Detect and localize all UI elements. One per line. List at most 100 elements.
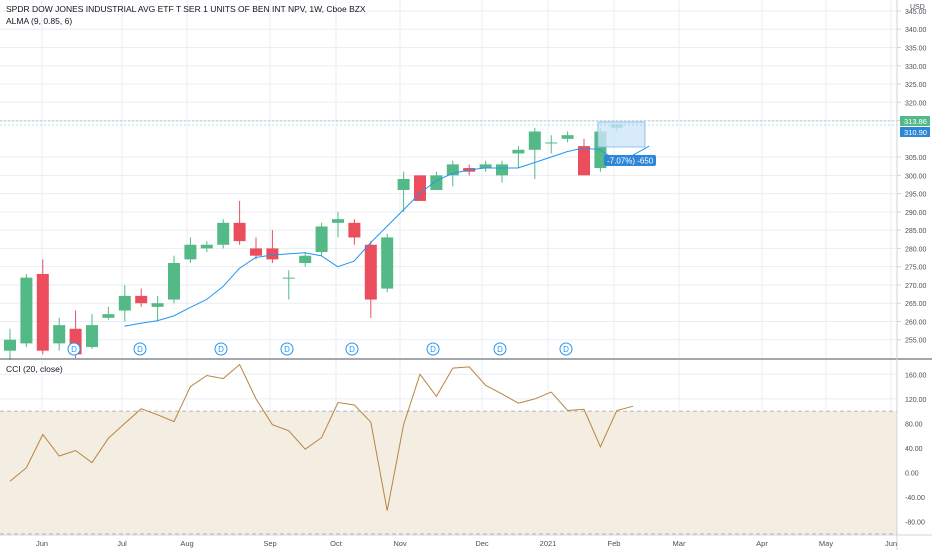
cci-tick-label: -40.00 bbox=[905, 495, 925, 502]
price-tick-label: 270.00 bbox=[905, 283, 927, 290]
price-tick-label: 320.00 bbox=[905, 100, 927, 107]
candle-body bbox=[364, 244, 377, 300]
time-tick-label: Feb bbox=[608, 539, 621, 548]
dividend-marker bbox=[280, 342, 294, 356]
candle-body bbox=[36, 273, 49, 351]
price-tick-label: 280.00 bbox=[905, 246, 927, 253]
cci-tick-label: 120.00 bbox=[905, 397, 927, 404]
candle-body bbox=[86, 325, 98, 348]
cci-tick-label: 0.00 bbox=[905, 471, 919, 478]
time-tick-label: Nov bbox=[393, 539, 407, 548]
candle-body bbox=[397, 179, 410, 190]
price-tick-label: 285.00 bbox=[905, 228, 927, 235]
candle-body bbox=[53, 325, 66, 344]
dividend-marker-text: D bbox=[218, 345, 224, 354]
price-tick-label: 325.00 bbox=[905, 82, 927, 89]
dividend-marker-text: D bbox=[71, 345, 77, 354]
cci-band bbox=[0, 411, 897, 534]
candle-body bbox=[4, 339, 16, 351]
dividend-marker bbox=[426, 342, 440, 356]
candle-body bbox=[578, 146, 590, 176]
candle-body bbox=[135, 295, 148, 304]
dividend-marker-text: D bbox=[563, 345, 569, 354]
dividend-marker-text: D bbox=[497, 345, 503, 354]
candle-body bbox=[151, 303, 164, 307]
symbol-title[interactable]: SPDR DOW JONES INDUSTRIAL AVG ETF T SER … bbox=[6, 4, 366, 14]
price-tick-label: 300.00 bbox=[905, 173, 927, 180]
price-axis[interactable]: 345.00340.00335.00330.00325.00320.00315.… bbox=[897, 9, 927, 345]
alma-legend[interactable]: ALMA (9, 0.85, 6) bbox=[6, 16, 72, 26]
ref-price-tag bbox=[900, 127, 930, 137]
position-box[interactable] bbox=[597, 121, 646, 148]
time-tick-label: Jul bbox=[117, 539, 127, 548]
candle-body bbox=[233, 222, 246, 242]
candle-body bbox=[446, 164, 459, 176]
candle-body bbox=[528, 131, 541, 150]
candle-body bbox=[102, 314, 115, 318]
dividend-marker-text: D bbox=[137, 345, 143, 354]
dividend-marker-text: D bbox=[284, 345, 290, 354]
candle-body bbox=[512, 149, 525, 154]
candle-body bbox=[266, 248, 279, 260]
currency-label: USD bbox=[910, 4, 925, 11]
time-tick-label: Mar bbox=[673, 539, 686, 548]
cci-axis[interactable]: 160.00 120.00 80.00 40.00 0.00 -40.00 -80.00 bbox=[905, 372, 927, 526]
candle-body bbox=[250, 248, 262, 256]
price-tick-label: 330.00 bbox=[905, 64, 927, 71]
dividend-marker-text: D bbox=[349, 345, 355, 354]
price-tick-label: 335.00 bbox=[905, 45, 927, 52]
candle-body bbox=[299, 255, 312, 264]
candle-body bbox=[430, 175, 443, 190]
time-tick-label: Apr bbox=[756, 539, 768, 548]
time-tick-label: Jun bbox=[36, 539, 48, 548]
main-pane[interactable] bbox=[0, 0, 897, 358]
price-tick-label: 255.00 bbox=[905, 338, 927, 345]
time-tick-label: Aug bbox=[180, 539, 193, 548]
time-axis[interactable]: Jun Jul Aug Sep Oct Nov Dec 2021 Feb Mar Apr May Jun bbox=[36, 539, 897, 548]
alma-line bbox=[124, 145, 650, 327]
price-tick-label: 290.00 bbox=[905, 210, 927, 217]
dividend-marker bbox=[67, 342, 81, 356]
price-tick-label: 340.00 bbox=[905, 27, 927, 34]
dividend-marker-text: D bbox=[430, 345, 436, 354]
position-label-box[interactable] bbox=[604, 155, 656, 166]
price-tick-label: 275.00 bbox=[905, 265, 927, 272]
time-tick-label: Jun bbox=[885, 539, 897, 548]
candle-body bbox=[332, 219, 344, 223]
dividend-marker bbox=[493, 342, 507, 356]
time-tick-label: Sep bbox=[263, 539, 276, 548]
last-price-tag bbox=[900, 116, 930, 126]
candle-body bbox=[184, 244, 197, 260]
dividend-marker bbox=[133, 342, 147, 356]
time-tick-label: Oct bbox=[330, 539, 343, 548]
candle-body bbox=[20, 277, 33, 344]
last-price-text: 313.86 bbox=[904, 117, 927, 126]
candle-body bbox=[282, 277, 295, 279]
candle-body bbox=[315, 226, 328, 253]
dividend-marker bbox=[214, 342, 228, 356]
cci-line bbox=[9, 363, 634, 511]
time-tick-label: Dec bbox=[475, 539, 489, 548]
candle-body bbox=[348, 222, 361, 238]
candle-body bbox=[217, 222, 230, 245]
candle-body bbox=[496, 164, 508, 176]
price-tick-label: 345.00 bbox=[905, 9, 927, 16]
time-tick-label: May bbox=[819, 539, 833, 548]
time-tick-label: 2021 bbox=[540, 539, 557, 548]
cci-legend[interactable]: CCI (20, close) bbox=[6, 364, 63, 374]
price-tick-label: 265.00 bbox=[905, 301, 927, 308]
candles bbox=[4, 124, 623, 360]
candle-body bbox=[414, 175, 426, 201]
candle-body bbox=[479, 164, 492, 169]
candle-body bbox=[545, 142, 558, 144]
candle-body bbox=[168, 263, 180, 300]
cci-tick-label: 80.00 bbox=[905, 421, 923, 428]
dividend-marker bbox=[345, 342, 359, 356]
price-tick-label: 260.00 bbox=[905, 319, 927, 326]
price-tick-label: 305.00 bbox=[905, 155, 927, 162]
price-tick-label: 295.00 bbox=[905, 192, 927, 199]
cci-tick-label: -80.00 bbox=[905, 520, 925, 527]
ref-price-text: 310.90 bbox=[904, 128, 927, 137]
